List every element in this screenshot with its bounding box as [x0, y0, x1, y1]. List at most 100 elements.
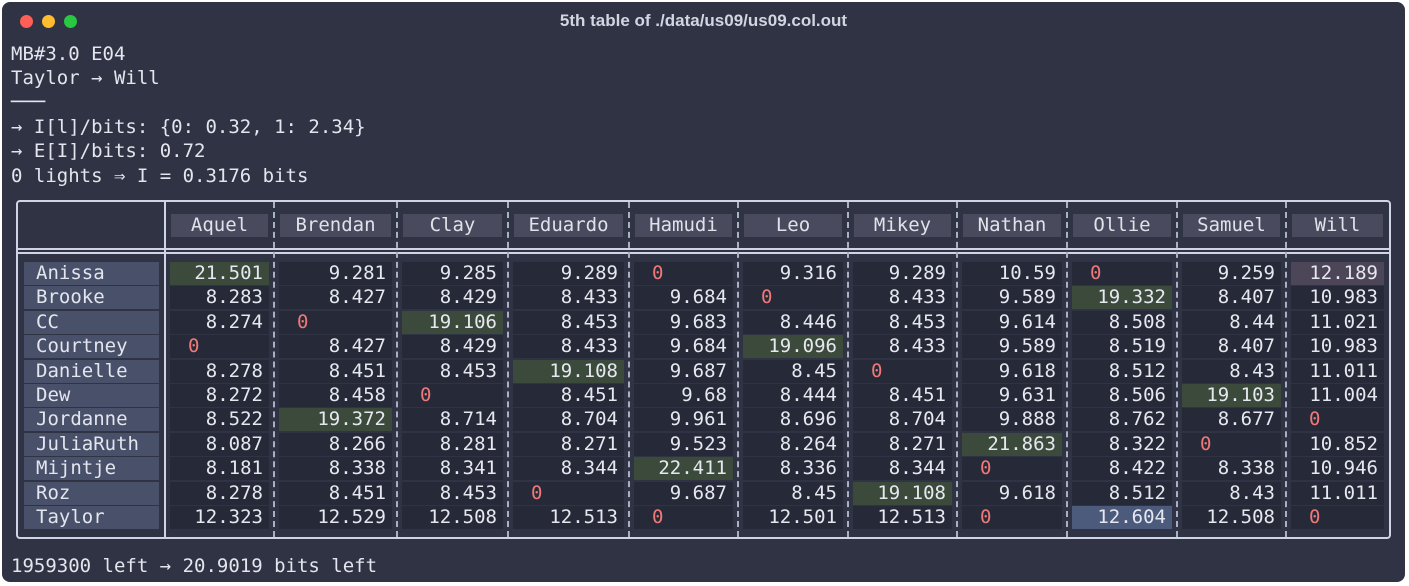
table-cell: 8.266	[279, 432, 392, 456]
table-cell: 8.519	[1072, 335, 1172, 359]
table-cell: 8.458	[279, 384, 392, 407]
table-cell: 11.004	[1291, 384, 1384, 407]
close-window-button[interactable]	[20, 15, 33, 28]
maximize-window-button[interactable]	[64, 15, 77, 28]
table-cell: 8.453	[853, 310, 952, 334]
header-line-match-box: MB#3.0 E04	[11, 43, 126, 65]
table-cell: 9.888	[962, 408, 1062, 432]
table-cell: 0	[634, 262, 733, 285]
row-header-dew: Dew	[24, 384, 159, 407]
table-cell: 8.181	[170, 457, 269, 481]
table-cell: 0	[1291, 408, 1384, 432]
table-cell: 8.087	[170, 432, 269, 456]
table-cell: 21.501	[170, 262, 269, 285]
table-cell: 8.427	[279, 286, 392, 310]
table-cell: 8.338	[279, 457, 392, 481]
table-cell: 8.274	[170, 310, 269, 334]
table-cell: 12.513	[513, 506, 624, 529]
table-cell: 8.43	[1182, 481, 1281, 505]
column-separator	[396, 202, 398, 537]
table-cell: 8.433	[513, 335, 624, 359]
table-cell: 22.411	[634, 457, 733, 481]
table-cell: 11.011	[1291, 359, 1384, 383]
column-header-eduardo: Eduardo	[514, 214, 623, 237]
table-cell: 8.508	[1072, 310, 1172, 334]
table-cell: 8.762	[1072, 408, 1172, 432]
column-separator	[273, 202, 275, 537]
row-header-jordanne: Jordanne	[24, 408, 159, 432]
table-cell: 8.271	[513, 432, 624, 456]
probability-table: Aquel Brendan Clay Eduardo Hamudi Leo Mikey Nat…	[16, 200, 1391, 539]
table-cell: 8.451	[853, 384, 952, 407]
table-cell: 9.684	[634, 286, 733, 310]
table-cell: 8.696	[743, 408, 843, 432]
table-cell: 8.338	[1182, 457, 1281, 481]
table-cell: 10.852	[1291, 432, 1384, 456]
table-cell: 8.281	[402, 432, 503, 456]
table-cell: 8.429	[402, 335, 503, 359]
table-cell: 8.272	[170, 384, 269, 407]
table-cell: 9.618	[962, 481, 1062, 505]
table-cell: 8.344	[853, 457, 952, 481]
table-cell: 12.323	[170, 506, 269, 529]
table-cell: 8.344	[513, 457, 624, 481]
table-cell: 12.508	[402, 506, 503, 529]
table-cell: 8.704	[513, 408, 624, 432]
table-cell: 9.285	[402, 262, 503, 285]
header-line-lights-result: 0 lights ⇒ I = 0.3176 bits	[11, 165, 309, 187]
table-cell: 8.422	[1072, 457, 1172, 481]
header-line-divider: ───	[11, 91, 46, 113]
table-cell: 8.704	[853, 408, 952, 432]
column-header-brendan: Brendan	[280, 214, 391, 237]
table-cell: 8.506	[1072, 384, 1172, 407]
table-cell: 9.687	[634, 359, 733, 383]
table-cell: 19.372	[279, 408, 392, 432]
table-cell: 8.407	[1182, 335, 1281, 359]
table-cell: 8.322	[1072, 432, 1172, 456]
table-cell: 9.289	[513, 262, 624, 285]
table-cell: 8.427	[279, 335, 392, 359]
row-header-brooke: Brooke	[24, 286, 159, 310]
table-cell: 21.863	[962, 432, 1062, 456]
table-cell: 19.106	[402, 310, 503, 334]
column-separator	[737, 202, 739, 537]
table-cell: 10.59	[962, 262, 1062, 285]
minimize-window-button[interactable]	[42, 15, 55, 28]
table-cell: 9.618	[962, 359, 1062, 383]
table-cell: 0	[1072, 262, 1172, 285]
table-cell: 0	[170, 335, 269, 359]
table-cell: 8.44	[1182, 310, 1281, 334]
table-cell: 8.522	[170, 408, 269, 432]
table-cell: 8.451	[279, 359, 392, 383]
header-line-expected-info: → E[I]/bits: 0.72	[11, 140, 206, 162]
column-separator	[1285, 202, 1287, 537]
table-cell: 11.011	[1291, 481, 1384, 505]
footer-status: 1959300 left → 20.9019 bits left	[11, 555, 378, 577]
title-bar: 5th table of ./data/us09/us09.col.out	[2, 2, 1405, 40]
table-cell: 19.108	[513, 359, 624, 383]
table-cell: 9.589	[962, 286, 1062, 310]
table-cell: 8.451	[279, 481, 392, 505]
row-header-mijntje: Mijntje	[24, 457, 159, 481]
table-cell: 8.429	[402, 286, 503, 310]
table-cell: 19.103	[1182, 384, 1281, 407]
header-separator-line	[18, 248, 1389, 250]
table-cell: 8.451	[513, 384, 624, 407]
table-cell: 8.453	[402, 481, 503, 505]
table-cell: 8.278	[170, 481, 269, 505]
table-cell: 9.614	[962, 310, 1062, 334]
table-cell: 9.289	[853, 262, 952, 285]
table-cell: 9.316	[743, 262, 843, 285]
column-header-samuel: Samuel	[1183, 214, 1280, 237]
table-cell: 11.021	[1291, 310, 1384, 334]
table-cell: 8.264	[743, 432, 843, 456]
row-header-courtney: Courtney	[24, 335, 159, 359]
table-cell: 10.983	[1291, 286, 1384, 310]
column-header-will: Will	[1292, 214, 1383, 237]
table-cell: 8.677	[1182, 408, 1281, 432]
window-title: 5th table of ./data/us09/us09.col.out	[559, 11, 848, 30]
table-cell: 0	[513, 481, 624, 505]
table-cell: 8.407	[1182, 286, 1281, 310]
row-header-cc: CC	[24, 310, 159, 334]
table-cell: 0	[962, 457, 1062, 481]
